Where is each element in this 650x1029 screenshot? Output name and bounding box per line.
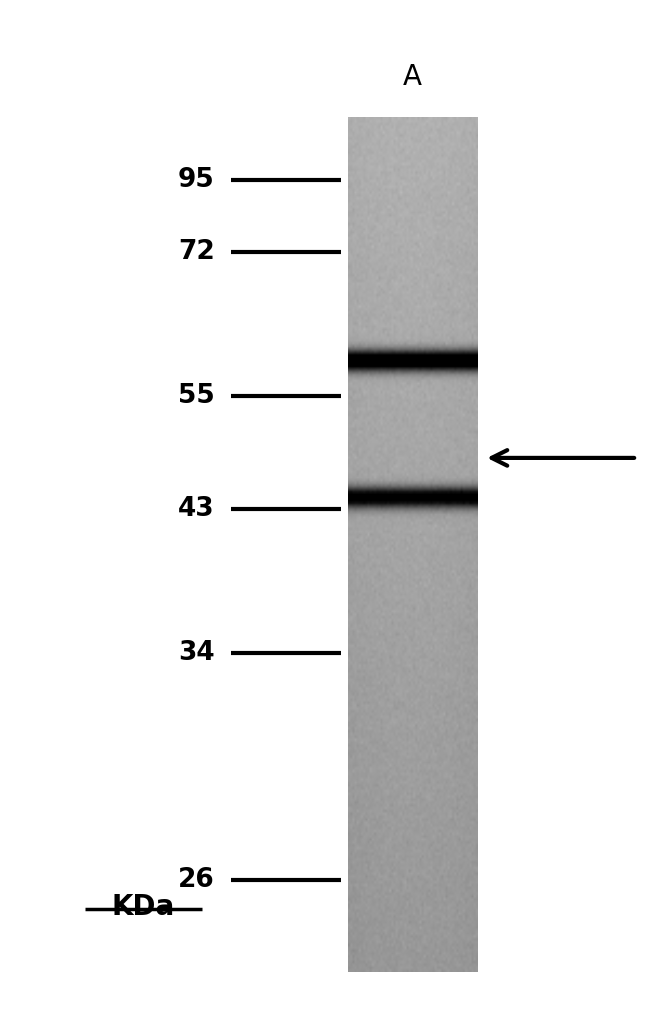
- Text: 95: 95: [177, 167, 214, 193]
- Text: 72: 72: [177, 239, 214, 265]
- Text: 43: 43: [178, 496, 215, 523]
- Text: 55: 55: [177, 383, 214, 410]
- Text: A: A: [403, 63, 422, 92]
- Text: KDa: KDa: [111, 893, 175, 921]
- Text: 26: 26: [177, 866, 214, 893]
- Text: 34: 34: [178, 640, 215, 667]
